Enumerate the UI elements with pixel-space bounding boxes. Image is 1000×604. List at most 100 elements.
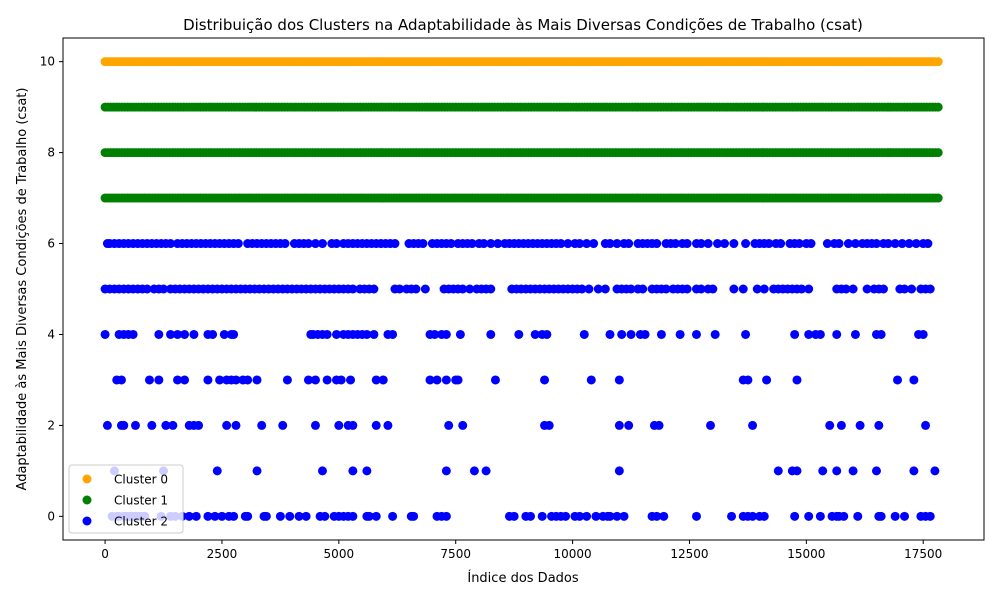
data-point	[161, 420, 171, 430]
legend-marker	[82, 516, 92, 526]
data-point	[184, 511, 194, 521]
y-tick-label: 10	[40, 55, 55, 69]
data-point	[320, 511, 330, 521]
data-point	[467, 239, 477, 249]
data-point	[194, 420, 204, 430]
data-point	[486, 239, 496, 249]
data-point	[652, 511, 662, 521]
data-point	[514, 329, 524, 339]
data-point	[116, 375, 126, 385]
data-point	[883, 239, 893, 249]
y-tick-label: 4	[47, 327, 55, 341]
data-point	[853, 511, 863, 521]
data-point	[371, 375, 381, 385]
data-point	[759, 511, 769, 521]
data-point	[310, 375, 320, 385]
data-point	[217, 511, 227, 521]
data-point	[212, 466, 222, 476]
data-point	[486, 329, 496, 339]
data-point	[843, 239, 853, 249]
x-axis: 0 2500 5000 7500 10000 12500 15000 17500	[101, 540, 942, 561]
data-point	[453, 375, 463, 385]
data-point	[836, 420, 846, 430]
data-point	[804, 511, 814, 521]
data-point	[252, 466, 262, 476]
data-point	[600, 284, 610, 294]
data-point	[862, 284, 872, 294]
data-point	[301, 511, 311, 521]
data-point	[441, 329, 451, 339]
data-point	[432, 375, 442, 385]
data-point	[933, 57, 943, 67]
data-point	[490, 375, 500, 385]
x-tick-label: 10000	[553, 547, 591, 561]
data-point	[577, 284, 587, 294]
data-point	[933, 102, 943, 112]
data-point	[713, 239, 723, 249]
data-point	[682, 239, 692, 249]
data-point	[670, 239, 680, 249]
chart-title: Distribuição dos Clusters na Adaptabilid…	[183, 16, 863, 34]
data-point	[231, 375, 241, 385]
data-point	[848, 466, 858, 476]
data-point	[203, 511, 213, 521]
data-point	[441, 375, 451, 385]
data-point	[418, 239, 428, 249]
data-point	[257, 420, 267, 430]
data-point	[918, 329, 928, 339]
data-point	[818, 466, 828, 476]
data-point	[661, 284, 671, 294]
data-point	[614, 466, 624, 476]
legend: Cluster 0 Cluster 1 Cluster 2	[68, 464, 184, 534]
data-point	[180, 375, 190, 385]
legend-label: Cluster 1	[114, 494, 168, 508]
data-point	[409, 511, 419, 521]
data-point	[748, 511, 758, 521]
data-point	[369, 329, 379, 339]
data-point	[797, 284, 807, 294]
data-point	[142, 284, 152, 294]
data-point	[729, 284, 739, 294]
data-point	[378, 375, 388, 385]
data-point	[748, 420, 758, 430]
data-point	[229, 511, 239, 521]
data-point	[614, 375, 624, 385]
data-point	[544, 420, 554, 430]
data-point	[617, 329, 627, 339]
data-point	[729, 239, 739, 249]
data-point	[530, 329, 540, 339]
data-point	[542, 329, 552, 339]
data-point	[348, 511, 358, 521]
data-point	[890, 511, 900, 521]
series-1-points	[100, 102, 943, 203]
data-point	[656, 329, 666, 339]
data-point	[455, 329, 465, 339]
data-point	[390, 239, 400, 249]
data-point	[369, 284, 379, 294]
data-point	[584, 284, 594, 294]
data-point	[612, 511, 622, 521]
data-point	[231, 420, 241, 430]
data-point	[792, 466, 802, 476]
data-point	[614, 420, 624, 430]
data-point	[154, 375, 164, 385]
data-point	[691, 511, 701, 521]
data-point	[219, 329, 229, 339]
data-point	[348, 466, 358, 476]
data-point	[540, 375, 550, 385]
data-point	[208, 329, 218, 339]
data-point	[834, 239, 844, 249]
data-point	[210, 511, 220, 521]
data-point	[832, 466, 842, 476]
x-tick-label: 2500	[207, 547, 238, 561]
data-point	[166, 239, 176, 249]
data-point	[675, 329, 685, 339]
data-point	[130, 420, 140, 430]
data-point	[790, 511, 800, 521]
data-point	[900, 284, 910, 294]
data-point	[486, 284, 496, 294]
points-layer	[100, 57, 943, 521]
data-point	[848, 284, 858, 294]
data-point	[921, 420, 931, 430]
